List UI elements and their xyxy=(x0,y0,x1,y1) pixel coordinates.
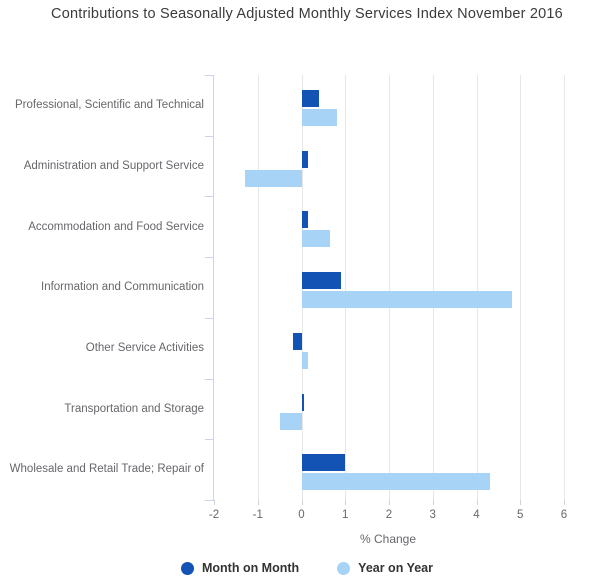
x-axis-title: % Change xyxy=(359,532,417,546)
legend-marker-year-on-year xyxy=(337,561,351,575)
category-axis-tick xyxy=(205,439,214,441)
x-axis-tick xyxy=(257,500,259,505)
category-label: Wholesale and Retail Trade; Repair of xyxy=(9,463,204,476)
plot-area: -2 -1 0 1 2 3 4 5 6 Professional, Scientific and … xyxy=(10,75,567,521)
bar-year-on-year[interactable] xyxy=(279,412,302,430)
category-label: Transportation and Storage xyxy=(64,402,204,415)
bar-year-on-year[interactable] xyxy=(244,169,302,187)
x-tick-label: -2 xyxy=(208,509,220,521)
category-axis-tick xyxy=(205,75,214,76)
category-axis-tick xyxy=(205,317,214,319)
gridline xyxy=(520,75,522,500)
category-axis-tick xyxy=(205,257,214,259)
x-tick-label: 2 xyxy=(385,509,393,521)
bar-month-on-month[interactable] xyxy=(301,150,309,168)
category-label: Professional, Scientific and Technical xyxy=(14,99,204,112)
x-axis-tick xyxy=(345,500,347,505)
x-axis-tick xyxy=(432,500,434,505)
chart-title: Contributions to Seasonally Adjusted Mon… xyxy=(51,6,563,22)
legend: Month on Month Year on Year xyxy=(0,561,614,575)
bar-month-on-month[interactable] xyxy=(292,332,302,350)
x-tick-label: 1 xyxy=(342,509,349,521)
bar-year-on-year[interactable] xyxy=(301,351,309,369)
legend-marker-month-on-month xyxy=(180,561,194,575)
category-axis-tick xyxy=(205,135,214,137)
x-axis-tick xyxy=(214,500,215,505)
gridline xyxy=(389,75,390,500)
gridline xyxy=(257,75,259,500)
legend-label-year-on-year: Year on Year xyxy=(358,561,433,575)
bar-month-on-month[interactable] xyxy=(301,211,309,229)
gridline xyxy=(432,75,434,500)
bar-year-on-year[interactable] xyxy=(301,230,330,248)
x-axis-tick xyxy=(564,500,565,505)
bar-year-on-year[interactable] xyxy=(301,109,337,126)
bar-month-on-month[interactable] xyxy=(301,393,304,411)
legend-item-month-on-month[interactable]: Month on Month xyxy=(180,561,300,575)
x-tick-label: -1 xyxy=(252,509,263,521)
legend-item-year-on-year[interactable]: Year on Year xyxy=(337,561,433,575)
x-tick-label: 5 xyxy=(517,509,524,521)
x-axis-tick xyxy=(520,500,522,505)
x-axis-tick xyxy=(389,500,390,505)
legend-label-month-on-month: Month on Month xyxy=(201,561,300,575)
category-axis-tick xyxy=(205,500,214,501)
x-axis-tick xyxy=(301,500,303,505)
bar-month-on-month[interactable] xyxy=(301,272,341,290)
category-label: Other Service Activities xyxy=(85,342,204,354)
category-label: Accommodation and Food Service xyxy=(28,220,204,233)
x-tick-label: 4 xyxy=(473,509,480,521)
x-tick-label: 6 xyxy=(560,509,568,521)
bar-month-on-month[interactable] xyxy=(301,90,319,107)
x-tick-label: 3 xyxy=(429,509,436,521)
gridline xyxy=(345,75,347,500)
category-axis-tick xyxy=(205,378,214,380)
category-label: Administration and Support Service xyxy=(23,159,204,172)
bar-year-on-year[interactable] xyxy=(301,473,490,491)
gridline xyxy=(476,75,478,500)
bar-year-on-year[interactable] xyxy=(301,291,512,309)
category-axis-tick xyxy=(205,196,214,198)
bar-month-on-month[interactable] xyxy=(301,454,346,472)
gridline xyxy=(564,75,565,500)
x-axis-tick xyxy=(476,500,478,505)
x-tick-label: 0 xyxy=(298,509,305,521)
category-label: Information and Communication xyxy=(41,281,204,294)
